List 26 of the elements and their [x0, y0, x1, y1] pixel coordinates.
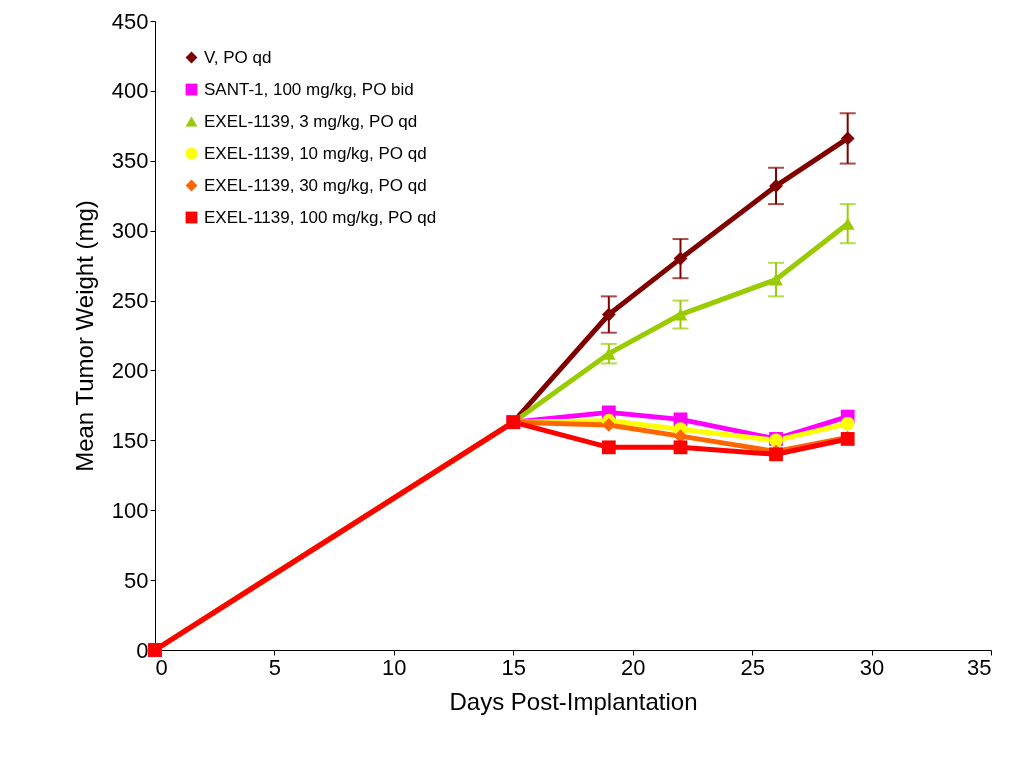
y-axis-title: Mean Tumor Weight (mg)	[70, 200, 98, 472]
x-tick-label: 30	[859, 654, 885, 680]
legend-label: EXEL-1139, 100 mg/kg, PO qd	[204, 207, 437, 227]
legend-label: V, PO qd	[204, 47, 272, 67]
legend-label: EXEL-1139, 30 mg/kg, PO qd	[204, 175, 427, 195]
x-tick-label: 35	[967, 654, 992, 680]
y-tick-label: 100	[111, 497, 149, 523]
x-tick-label: 15	[501, 654, 527, 680]
y-tick-label: 450	[111, 8, 149, 34]
legend-label: EXEL-1139, 3 mg/kg, PO qd	[204, 111, 418, 131]
y-tick-label: 250	[111, 288, 149, 314]
y-tick-label: 50	[124, 567, 149, 593]
y-tick-label: 300	[111, 218, 149, 244]
y-tick-label: 400	[111, 78, 149, 104]
x-tick-label: 10	[382, 654, 407, 680]
y-tick-label: 350	[111, 148, 149, 174]
legend-label: SANT-1, 100 mg/kg, PO bid	[204, 79, 414, 99]
y-tick-label: 150	[111, 427, 149, 453]
x-tick-label: 0	[155, 654, 168, 680]
x-tick-label: 20	[620, 654, 646, 680]
x-axis-title: Days Post-Implantation	[449, 687, 698, 715]
x-tick-label: 5	[268, 654, 282, 680]
y-tick-label: 0	[136, 637, 149, 663]
legend-label: EXEL-1139, 10 mg/kg, PO qd	[204, 143, 427, 163]
x-tick-label: 25	[740, 654, 765, 680]
y-tick-label: 200	[111, 357, 149, 383]
